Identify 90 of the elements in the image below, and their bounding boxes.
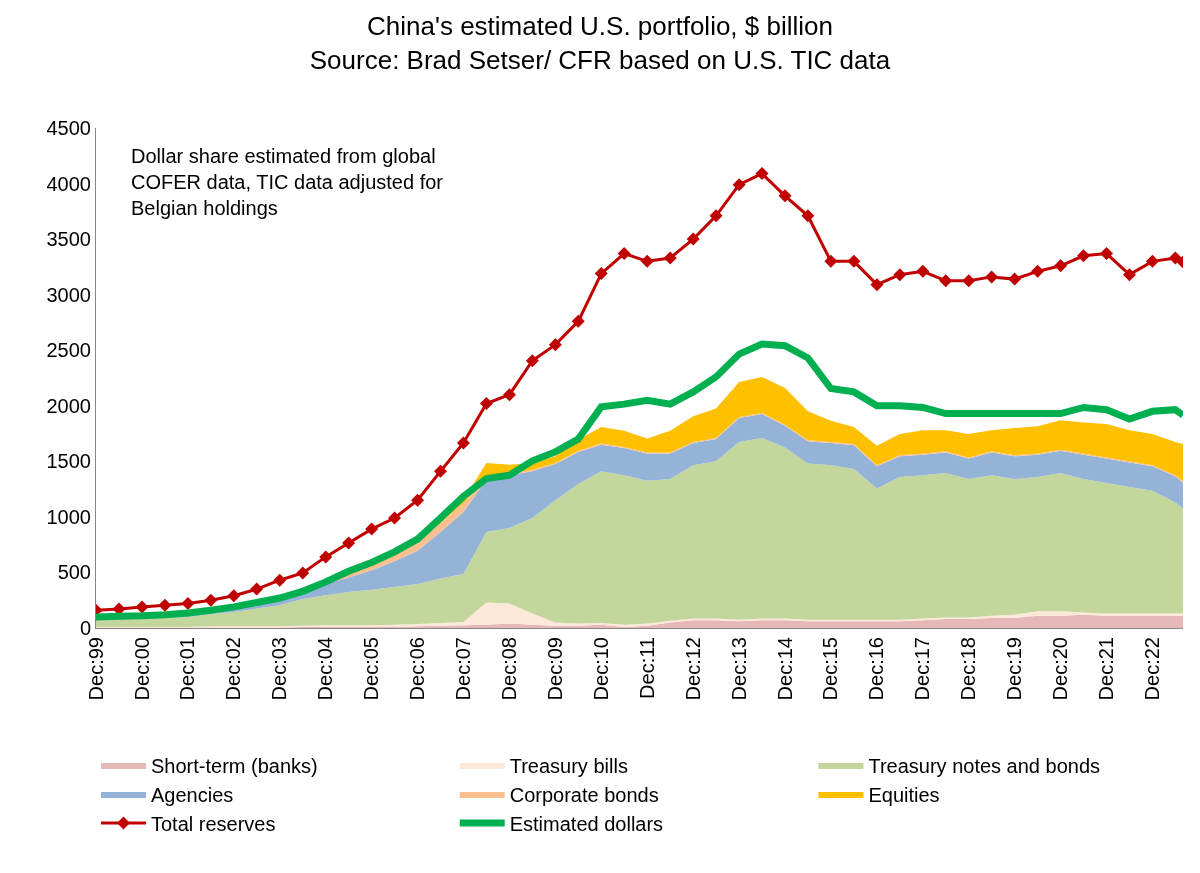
legend-label: Agencies — [151, 783, 234, 806]
x-tick-label: Dec:08 — [497, 637, 520, 701]
legend-label: Estimated dollars — [509, 812, 664, 835]
point — [1054, 259, 1068, 273]
point — [594, 267, 608, 281]
y-tick-label: 500 — [57, 561, 91, 584]
point — [548, 338, 562, 352]
point — [433, 464, 447, 478]
point — [1122, 268, 1136, 282]
x-tick-label: Dec:01 — [176, 637, 199, 701]
point — [1145, 254, 1159, 268]
point — [273, 573, 287, 587]
point — [135, 600, 149, 614]
point — [778, 189, 792, 203]
annotation: Dollar share estimated from global COFER data, TIC data adjusted for Belgian holdings — [131, 145, 444, 219]
point — [456, 436, 470, 450]
x-tick-label: Dec:03 — [268, 637, 291, 701]
x-tick-label: Dec:20 — [1049, 637, 1072, 701]
point — [158, 598, 172, 612]
y-tick-label: 2000 — [46, 394, 91, 417]
x-tick-label: Dec:12 — [681, 637, 704, 701]
x-tick-label: Dec:06 — [406, 637, 429, 701]
point — [732, 178, 746, 192]
legend-label: Treasury notes and bonds — [868, 754, 1101, 777]
legend-label: Corporate bonds — [509, 783, 659, 806]
x-tick-label: Dec:18 — [957, 637, 980, 701]
point — [411, 493, 425, 507]
point — [525, 354, 539, 368]
legend-label: Equities — [868, 783, 940, 806]
x-tick-label: Dec:05 — [360, 637, 383, 701]
point — [181, 597, 195, 611]
point — [617, 247, 631, 261]
point — [204, 593, 218, 607]
x-tick-label: Dec:15 — [819, 637, 842, 701]
point — [296, 566, 310, 580]
x-tick-label: Dec:21 — [1095, 637, 1118, 701]
point — [962, 274, 976, 288]
point — [319, 550, 333, 564]
point — [939, 274, 953, 288]
point — [571, 314, 585, 328]
y-tick-label: 4500 — [46, 117, 91, 139]
legend-label: Total reserves — [151, 812, 276, 835]
x-tick-label: Dec:00 — [130, 637, 153, 701]
y-tick-label: 3000 — [46, 283, 91, 306]
point — [342, 536, 356, 550]
y-tick-label: 1000 — [46, 505, 91, 528]
point — [916, 264, 930, 278]
x-tick-label: Dec:22 — [1140, 637, 1163, 701]
y-tick-label: 2500 — [46, 339, 91, 362]
point — [502, 388, 516, 402]
point — [824, 254, 838, 268]
point — [250, 582, 264, 596]
point — [640, 254, 654, 268]
y-tick-label: 0 — [79, 617, 91, 639]
point — [663, 251, 677, 265]
chart-title: China's estimated U.S. portfolio, $ billion — [367, 10, 833, 41]
point — [686, 232, 700, 246]
chart-subtitle: Source: Brad Setser/ CFR based on U.S. TIC data — [309, 44, 891, 75]
x-tick-label: Dec:09 — [543, 637, 566, 701]
point — [870, 278, 884, 292]
x-tick-label: Dec:19 — [1003, 637, 1026, 701]
point — [1031, 264, 1045, 278]
x-tick-label: Dec:11 — [635, 637, 658, 699]
point — [479, 397, 493, 411]
y-tick-label: 4000 — [46, 172, 91, 195]
point — [365, 522, 379, 536]
point — [709, 209, 723, 223]
x-tick-label: Dec:07 — [451, 637, 474, 701]
point — [893, 268, 907, 282]
y-tick-label: 1500 — [46, 450, 91, 473]
point — [1077, 249, 1091, 263]
point — [985, 270, 999, 284]
y-tick-label: 3500 — [46, 228, 91, 251]
point — [801, 209, 815, 223]
point — [388, 511, 402, 525]
point — [1008, 272, 1022, 286]
point — [1100, 247, 1114, 261]
x-tick-label: Dec:99 — [84, 637, 107, 701]
x-tick-label: Dec:16 — [865, 637, 888, 701]
point — [755, 167, 769, 181]
legend-label: Treasury bills — [509, 754, 628, 777]
x-tick-label: Dec:14 — [773, 637, 796, 701]
legend-label: Short-term (banks) — [151, 754, 318, 777]
x-tick-label: Dec:04 — [314, 637, 337, 701]
x-tick-label: Dec:10 — [589, 637, 612, 701]
x-tick-label: Dec:13 — [727, 637, 750, 701]
point — [847, 254, 861, 268]
x-tick-label: Dec:17 — [911, 637, 934, 701]
point — [227, 589, 241, 603]
x-tick-label: Dec:02 — [222, 637, 245, 701]
